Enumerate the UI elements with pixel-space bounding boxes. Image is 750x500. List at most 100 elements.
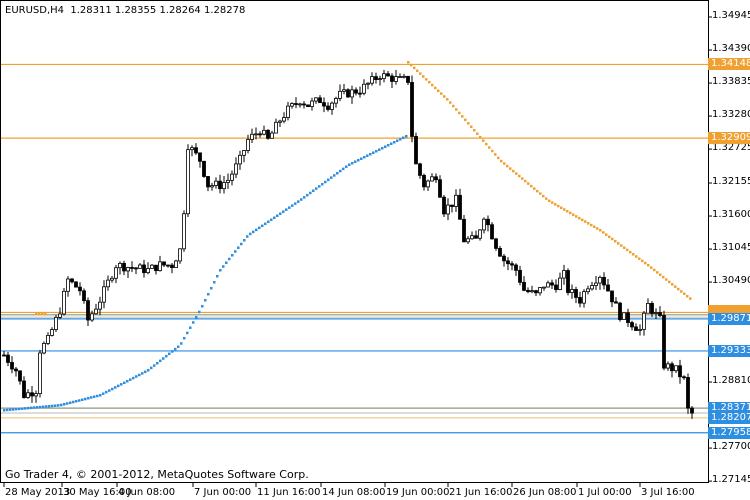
orange-ma-dot bbox=[530, 184, 533, 188]
bull-candle bbox=[98, 301, 102, 310]
bull-candle bbox=[222, 182, 226, 190]
level-price-label: 1.28207 bbox=[708, 411, 750, 424]
orange-ma-dot bbox=[494, 153, 497, 156]
bull-candle bbox=[290, 103, 294, 107]
bull-candle bbox=[50, 329, 54, 336]
blue-ma-dot bbox=[9, 408, 12, 411]
orange-ma-dot bbox=[431, 83, 434, 87]
time-tick-label: 30 May 16:00 bbox=[63, 487, 132, 498]
bull-candle bbox=[250, 133, 254, 140]
bear-candle bbox=[490, 224, 494, 240]
bear-candle bbox=[518, 269, 522, 283]
blue-ma-dot bbox=[312, 189, 315, 193]
orange-ma-dot bbox=[491, 149, 494, 153]
price-tick-label: 1.33280 bbox=[712, 109, 750, 121]
orange-ma-dot bbox=[557, 204, 560, 208]
bear-candle bbox=[78, 286, 82, 292]
blue-ma-dot bbox=[282, 210, 285, 213]
bear-candle bbox=[86, 300, 90, 321]
bull-candle bbox=[558, 277, 562, 290]
blue-ma-dot bbox=[45, 405, 48, 408]
blue-ma-dot bbox=[267, 220, 270, 224]
blue-ma-dot bbox=[171, 350, 174, 353]
orange-ma-dot bbox=[509, 167, 512, 170]
bull-candle bbox=[190, 147, 194, 151]
orange-ma-dot bbox=[38, 313, 41, 316]
time-tick-label: 14 Jun 08:00 bbox=[322, 487, 386, 498]
orange-ma-dot bbox=[563, 208, 566, 211]
blue-ma-dot bbox=[36, 406, 39, 409]
blue-ma-dot bbox=[84, 397, 87, 401]
blue-ma-dot bbox=[213, 280, 216, 284]
orange-ma-dot bbox=[524, 179, 527, 183]
bull-candle bbox=[638, 328, 642, 331]
blue-ma-dot bbox=[141, 372, 144, 375]
blue-ma-dot bbox=[69, 401, 72, 405]
bear-candle bbox=[498, 247, 502, 257]
blue-ma-dot bbox=[297, 200, 300, 203]
orange-ma-dot bbox=[572, 213, 575, 216]
blue-ma-dot bbox=[42, 405, 45, 409]
blue-ma-dot bbox=[21, 407, 24, 410]
blue-ma-dot bbox=[342, 167, 345, 171]
orange-ma-dot bbox=[428, 80, 431, 84]
blue-ma-dot bbox=[90, 396, 93, 399]
chart-frame bbox=[0, 0, 709, 483]
blue-ma-dot bbox=[195, 315, 198, 319]
bull-candle bbox=[158, 261, 162, 272]
bull-candle bbox=[598, 276, 602, 284]
blue-ma-dot bbox=[102, 392, 105, 395]
blue-ma-dot bbox=[375, 149, 378, 153]
bull-candle bbox=[366, 82, 370, 85]
orange-ma-dot bbox=[602, 231, 605, 234]
orange-ma-dot bbox=[623, 246, 626, 250]
bear-candle bbox=[634, 326, 638, 331]
blue-ma-dot bbox=[156, 361, 159, 365]
blue-ma-dot bbox=[123, 381, 126, 385]
blue-ma-dot bbox=[360, 157, 363, 160]
orange-ma-dot bbox=[551, 201, 554, 204]
bear-candle bbox=[142, 264, 146, 274]
bull-candle bbox=[446, 204, 450, 215]
orange-ma-dot bbox=[569, 211, 572, 215]
price-tick-label: 1.28810 bbox=[712, 375, 750, 387]
blue-ma-dot bbox=[354, 160, 357, 163]
bear-candle bbox=[82, 290, 86, 302]
ohlc-values: 1.28311 1.28355 1.28264 1.28278 bbox=[70, 5, 246, 16]
bull-candle bbox=[126, 267, 130, 272]
orange-ma-dot bbox=[518, 174, 521, 178]
orange-ma-dot bbox=[635, 255, 638, 258]
blue-ma-dot bbox=[150, 366, 153, 370]
blue-ma-dot bbox=[306, 193, 309, 197]
bear-candle bbox=[578, 297, 582, 304]
bear-candle bbox=[130, 267, 134, 269]
bull-candle bbox=[254, 133, 258, 136]
orange-ma-dot bbox=[503, 162, 506, 165]
blue-ma-dot bbox=[270, 218, 273, 222]
bull-candle bbox=[426, 180, 430, 188]
orange-ma-dot bbox=[545, 197, 548, 200]
price-tick-label: 1.32155 bbox=[712, 176, 750, 187]
orange-ma-dot bbox=[656, 271, 659, 274]
orange-ma-dot bbox=[614, 239, 617, 243]
orange-ma-dot bbox=[497, 156, 500, 160]
orange-ma-dot bbox=[668, 280, 671, 284]
blue-ma-dot bbox=[81, 398, 84, 402]
blue-ma-dot bbox=[75, 400, 78, 403]
bull-candle bbox=[210, 185, 214, 188]
bear-candle bbox=[462, 218, 466, 243]
bull-candle bbox=[590, 285, 594, 290]
blue-ma-dot bbox=[72, 400, 75, 404]
level-price-label: 1.32909 bbox=[708, 132, 750, 145]
orange-ma-dot bbox=[521, 177, 524, 180]
blue-ma-dot bbox=[24, 407, 27, 410]
bear-candle bbox=[122, 262, 126, 272]
orange-ma-dot bbox=[566, 209, 569, 213]
orange-ma-dot bbox=[437, 89, 440, 92]
blue-ma-dot bbox=[204, 298, 207, 302]
blue-ma-dot bbox=[48, 404, 51, 408]
bear-candle bbox=[506, 260, 510, 265]
orange-ma-dot bbox=[659, 273, 662, 277]
